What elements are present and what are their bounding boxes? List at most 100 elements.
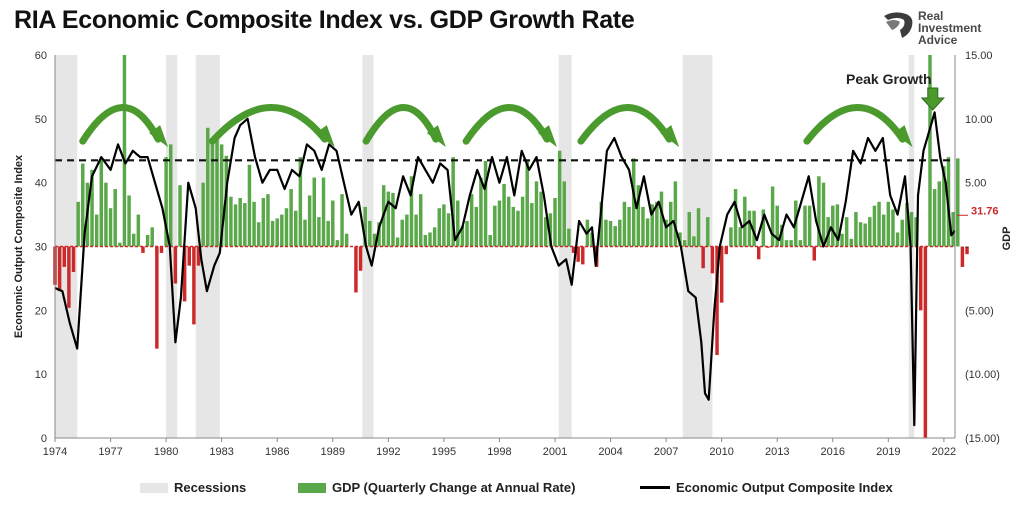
x-tick-label: 2019 xyxy=(876,446,900,458)
gdp-bar xyxy=(488,235,492,247)
gdp-bar xyxy=(923,246,928,438)
x-tick-label: 2016 xyxy=(821,446,845,458)
y-tick-right-label: (10.00) xyxy=(965,369,1000,381)
gdp-bar xyxy=(905,203,909,247)
gdp-bar xyxy=(807,205,812,247)
gdp-bar xyxy=(506,196,511,247)
gdp-bar xyxy=(81,163,85,247)
eagle-logo-icon xyxy=(884,12,913,38)
last-value-label: 31.76 xyxy=(971,206,999,218)
legend-gdp-swatch xyxy=(298,482,326,493)
gdp-bar xyxy=(451,157,455,247)
gdp-bar xyxy=(483,160,488,247)
gdp-bar xyxy=(159,246,164,253)
annotation-peak-growth: Peak Growth xyxy=(846,71,932,87)
gdp-bar xyxy=(863,223,867,247)
growth-arrows xyxy=(79,104,913,148)
gdp-bar xyxy=(270,220,275,247)
logo-line-2: Investment xyxy=(918,21,982,35)
growth-arrow xyxy=(577,104,673,145)
gdp-bar xyxy=(238,197,242,247)
gdp-bar xyxy=(502,183,506,247)
gdp-bar xyxy=(817,176,821,247)
gdp-bar xyxy=(752,210,756,247)
gdp-bar xyxy=(965,246,969,255)
gdp-bar xyxy=(312,177,316,247)
gdp-bar xyxy=(474,206,479,247)
gdp-bar xyxy=(844,217,849,247)
x-tick-label: 2004 xyxy=(598,446,622,458)
gdp-bar xyxy=(155,246,159,349)
gdp-bar xyxy=(914,217,918,247)
gdp-bar xyxy=(942,166,946,247)
y-tick-left-label: 20 xyxy=(35,305,47,317)
gdp-bar xyxy=(118,242,122,247)
gdp-bar xyxy=(326,220,330,247)
gdp-bar xyxy=(67,246,71,308)
gdp-bar xyxy=(604,219,608,247)
y-tick-right-label: 15.00 xyxy=(965,50,993,62)
gdp-bar xyxy=(534,181,539,247)
gdp-bar xyxy=(655,201,659,247)
gdp-bar xyxy=(770,186,775,247)
gdp-bar xyxy=(530,203,534,247)
gdp-bar xyxy=(400,219,404,247)
legend-index-label: Economic Output Composite Index xyxy=(676,480,893,495)
y-tick-left-label: 50 xyxy=(35,114,47,126)
gdp-bar xyxy=(446,213,451,247)
gdp-bar xyxy=(363,206,367,247)
gdp-bar xyxy=(497,200,502,247)
gdp-bar xyxy=(331,200,335,247)
gdp-bar xyxy=(636,185,641,247)
gdp-bar xyxy=(247,164,252,247)
y-tick-left-label: 40 xyxy=(35,178,47,190)
gdp-bar xyxy=(460,226,465,247)
y-axis-left-label: Economic Output Composite Index xyxy=(13,154,25,338)
gdp-bar xyxy=(173,246,178,284)
gdp-bar xyxy=(358,246,363,271)
growth-arrow-head xyxy=(660,125,680,148)
x-tick-label: 2001 xyxy=(543,446,567,458)
gdp-bar xyxy=(182,246,187,302)
gdp-bar xyxy=(673,181,678,247)
growth-arrow-head xyxy=(538,125,557,148)
y-axis-right-label: GDP xyxy=(1001,227,1013,251)
gdp-bar xyxy=(627,206,631,247)
x-tick-label: 1980 xyxy=(154,446,178,458)
x-tick-label: 1986 xyxy=(265,446,289,458)
gdp-bar xyxy=(275,218,279,247)
gdp-bar xyxy=(122,55,127,247)
growth-arrow xyxy=(79,104,162,145)
gdp-bar xyxy=(307,195,312,247)
gdp-bar xyxy=(525,159,529,247)
gdp-bar xyxy=(696,208,701,247)
y-tick-right-label: - xyxy=(965,242,969,254)
gdp-bar xyxy=(747,210,752,247)
gdp-bar xyxy=(719,246,724,303)
gdp-bar xyxy=(520,196,525,247)
gdp-bar xyxy=(479,177,483,247)
gdp-bar xyxy=(803,205,807,247)
gdp-bar xyxy=(909,212,914,247)
growth-arrow-head xyxy=(315,125,335,148)
gdp-bar xyxy=(71,246,76,273)
gdp-bar xyxy=(881,214,886,247)
gdp-bar xyxy=(692,236,696,247)
legend-recessions-swatch xyxy=(140,482,168,493)
gdp-bar xyxy=(321,177,326,247)
gdp-bar xyxy=(710,246,715,274)
y-tick-left-label: 10 xyxy=(35,369,47,381)
gdp-bar xyxy=(812,246,816,261)
x-tick-label: 1977 xyxy=(98,446,122,458)
gdp-bar xyxy=(335,240,340,247)
gdp-bar xyxy=(113,189,117,247)
growth-arrow-head xyxy=(426,125,446,148)
gdp-bar xyxy=(599,201,604,247)
y-tick-right-label: (5.00) xyxy=(965,305,994,317)
gdp-bar xyxy=(423,235,428,247)
gdp-bar xyxy=(94,214,99,247)
gdp-bar xyxy=(395,237,400,247)
axes: 0 10 20 30 40 50 60 15.00 10.00 5.00 - (5.00) (10.00… xyxy=(35,50,1000,458)
gdp-bar xyxy=(252,201,256,247)
gdp-bar xyxy=(289,189,293,247)
